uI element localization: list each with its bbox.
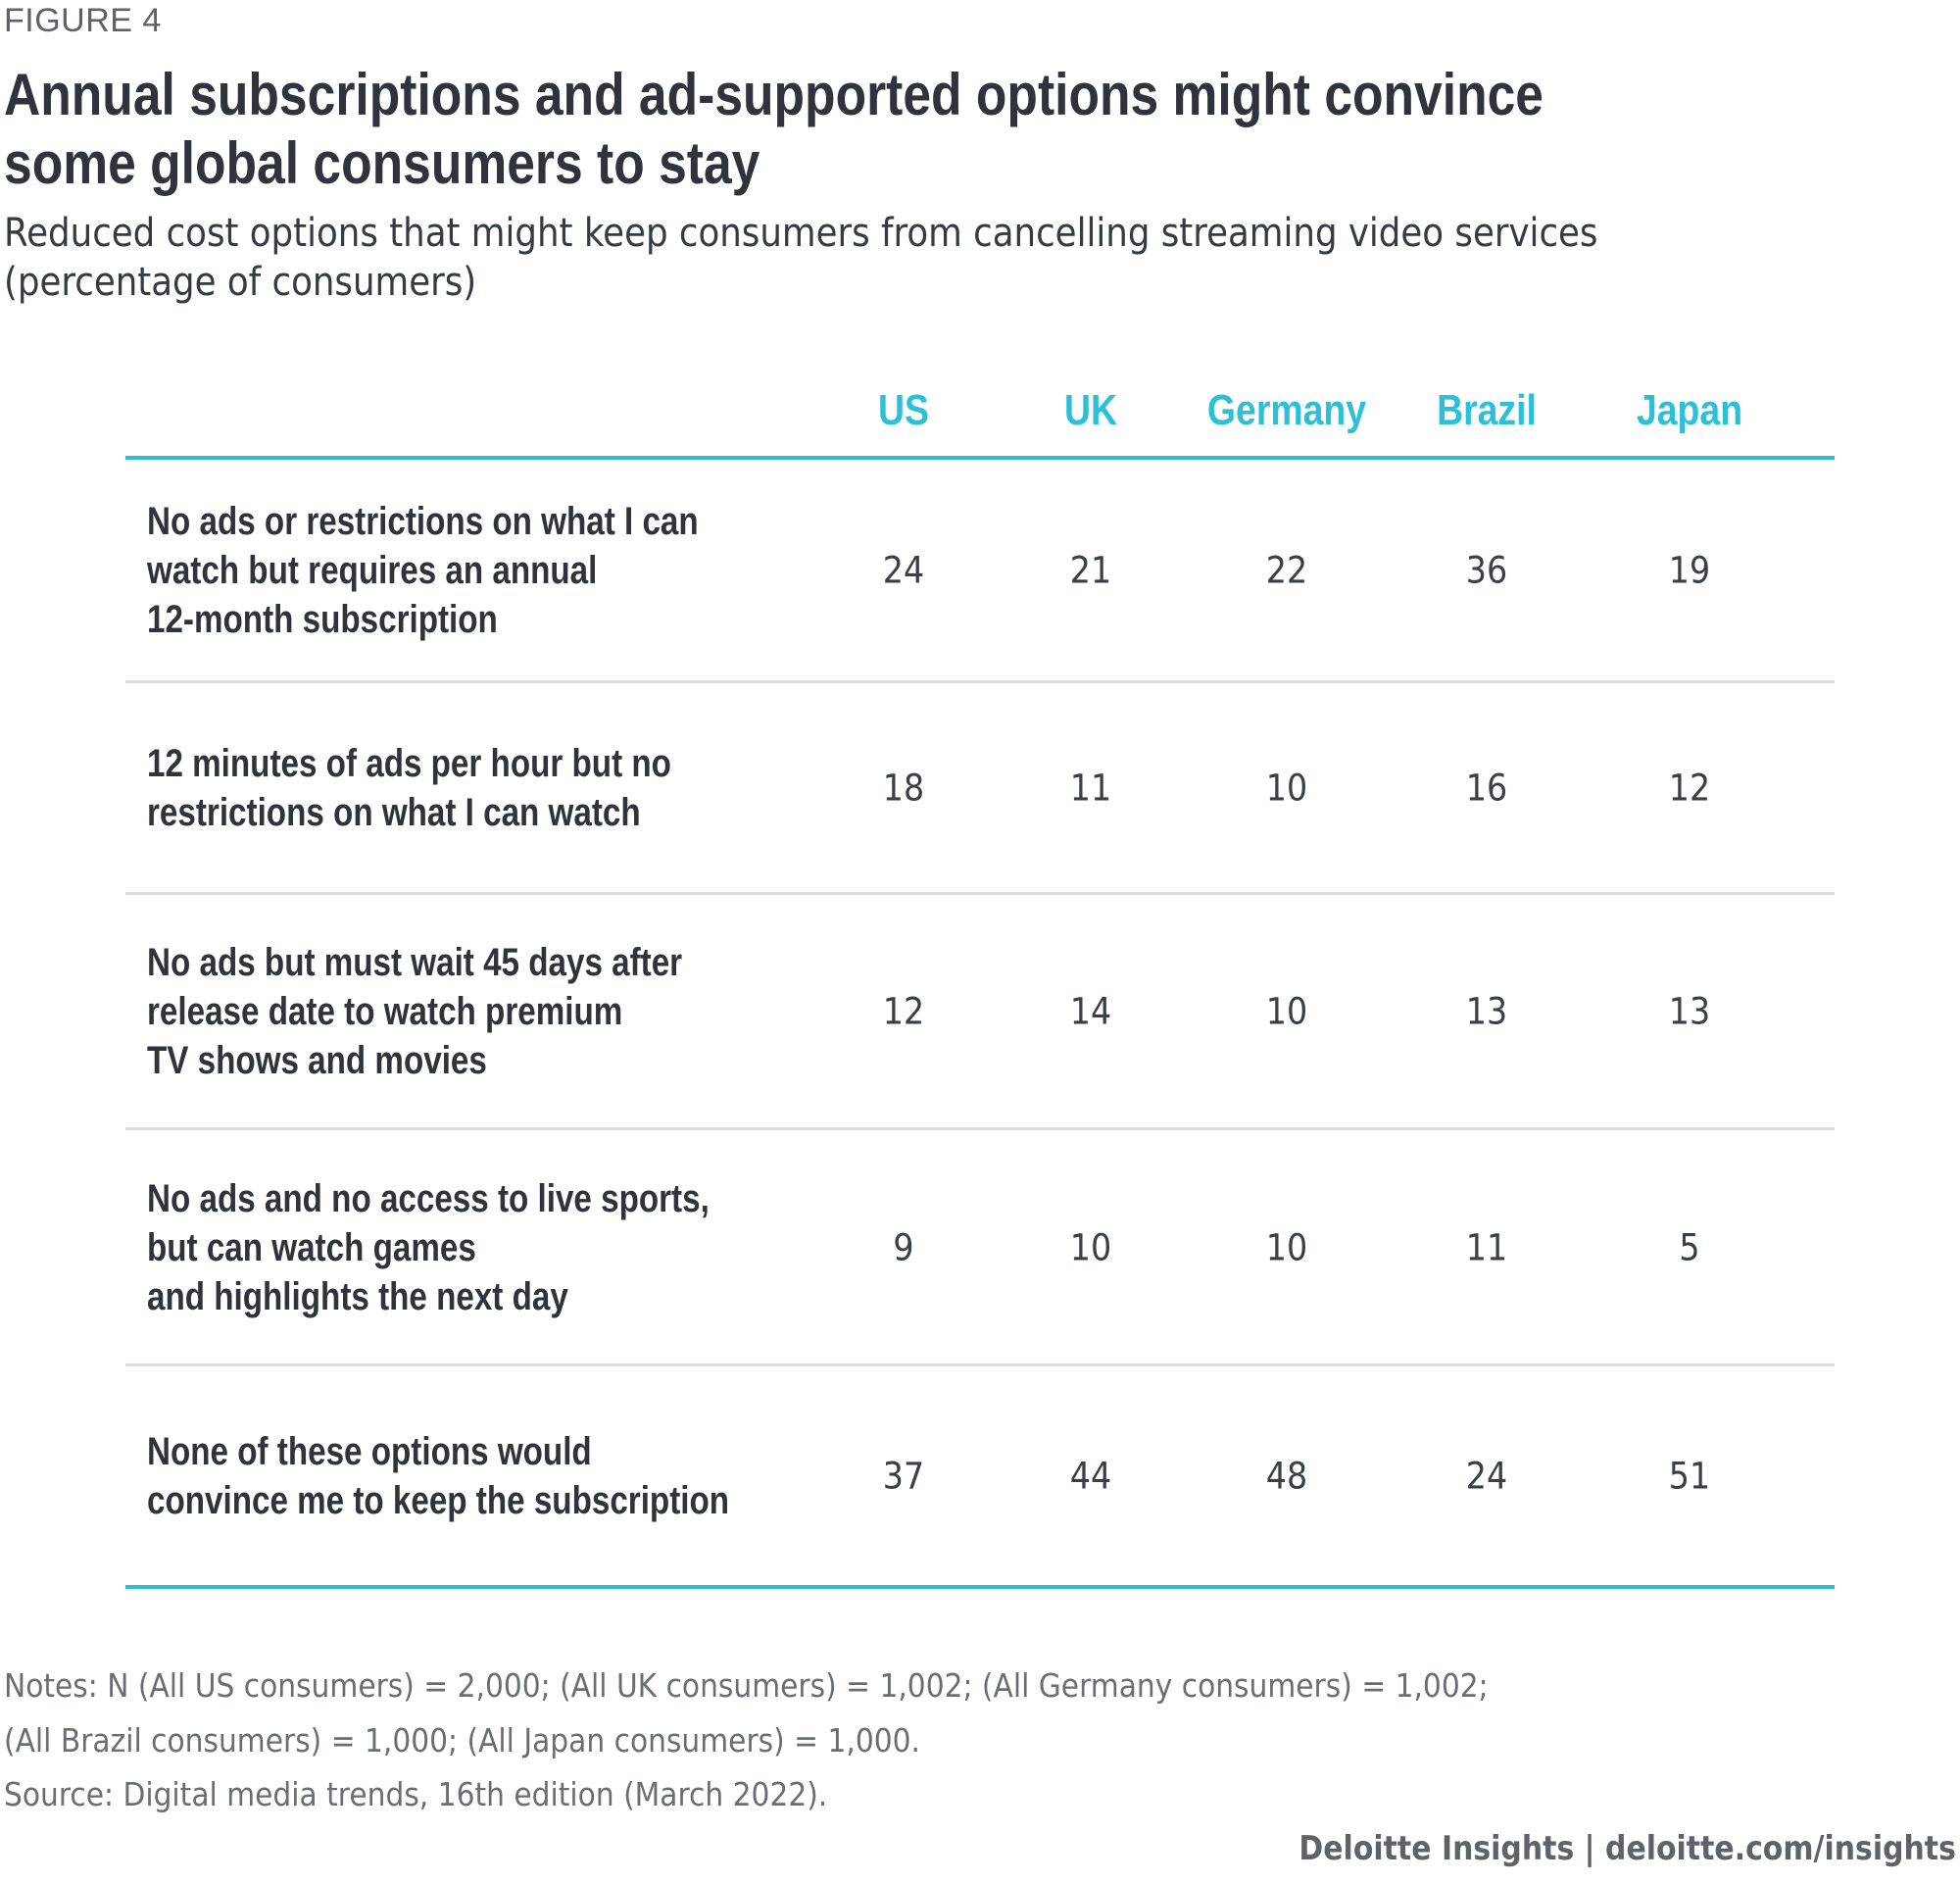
notes-line-2: (All Brazil consumers) = 1,000; (All Jap…	[4, 1721, 920, 1759]
row-label-line: watch but requires an annual	[147, 548, 598, 592]
row-label-line: None of these options would	[147, 1430, 592, 1473]
cell-germany: 10	[1265, 1226, 1308, 1268]
cell-uk: 10	[1069, 1226, 1112, 1268]
column-header-brazil: Brazil	[1437, 386, 1537, 434]
row-label-line: but can watch games	[147, 1225, 476, 1269]
row-label-line: No ads and no access to live sports,	[147, 1176, 710, 1220]
cell-japan: 51	[1668, 1455, 1711, 1498]
cell-us: 12	[882, 990, 925, 1033]
cell-brazil: 16	[1465, 767, 1508, 810]
cell-uk: 44	[1069, 1455, 1112, 1498]
cell-japan: 12	[1668, 767, 1711, 810]
cell-us: 24	[882, 549, 925, 591]
cell-uk: 21	[1069, 549, 1112, 591]
column-header-uk: UK	[1063, 386, 1118, 434]
cell-us: 37	[882, 1455, 925, 1498]
row-label-line: release date to watch premium	[147, 990, 623, 1033]
row-separator	[125, 1363, 1835, 1366]
cell-uk: 11	[1069, 767, 1112, 810]
cell-germany: 22	[1265, 549, 1308, 591]
column-header-japan: Japan	[1636, 386, 1743, 434]
row-label: No ads and no access to live sports, but …	[147, 1174, 879, 1321]
figure-label: FIGURE 4	[4, 2, 162, 39]
cell-brazil: 36	[1465, 549, 1508, 591]
column-header-germany: Germany	[1206, 386, 1367, 434]
row-separator	[125, 680, 1835, 683]
source-note: Source: Digital media trends, 16th editi…	[4, 1775, 828, 1813]
column-header-us: US	[878, 386, 929, 434]
cell-us: 18	[882, 767, 925, 810]
credit-line: Deloitte Insights | deloitte.com/insight…	[1298, 1829, 1956, 1868]
row-label-line: and highlights the next day	[147, 1274, 568, 1318]
row-label: No ads or restrictions on what I can watc…	[147, 497, 879, 644]
cell-germany: 48	[1265, 1455, 1308, 1498]
header-rule	[125, 456, 1835, 460]
row-separator	[125, 892, 1835, 895]
cell-uk: 14	[1069, 990, 1112, 1033]
row-label: No ads but must wait 45 days after releas…	[147, 938, 879, 1085]
cell-germany: 10	[1265, 767, 1308, 810]
cell-brazil: 24	[1465, 1455, 1508, 1498]
cell-brazil: 13	[1465, 990, 1508, 1033]
chart-subtitle: Reduced cost options that might keep con…	[4, 211, 1598, 305]
row-label-line: restrictions on what I can watch	[147, 791, 641, 834]
cell-japan: 19	[1668, 549, 1711, 591]
notes-line-1: Notes: N (All US consumers) = 2,000; (Al…	[4, 1666, 1489, 1705]
chart-title: Annual subscriptions and ad-supported op…	[4, 62, 1544, 196]
row-label-line: 12 minutes of ads per hour but no	[147, 742, 671, 785]
row-label: None of these options would convince me t…	[147, 1427, 879, 1525]
row-label-line: convince me to keep the subscription	[147, 1479, 730, 1522]
cell-us: 9	[893, 1226, 914, 1268]
cell-brazil: 11	[1465, 1226, 1508, 1268]
row-label-line: 12-month subscription	[147, 597, 498, 641]
row-label-line: TV shows and movies	[147, 1039, 487, 1082]
cell-japan: 5	[1679, 1226, 1700, 1268]
cell-japan: 13	[1668, 990, 1711, 1033]
row-label: 12 minutes of ads per hour but no restric…	[147, 739, 879, 837]
cell-germany: 10	[1265, 990, 1308, 1033]
row-label-line: No ads or restrictions on what I can	[147, 499, 699, 543]
bottom-rule	[125, 1585, 1835, 1589]
row-separator	[125, 1127, 1835, 1130]
row-label-line: No ads but must wait 45 days after	[147, 941, 683, 984]
